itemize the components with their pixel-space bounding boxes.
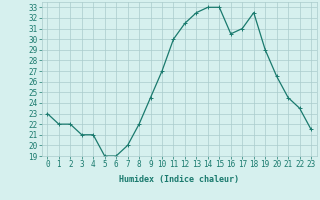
- X-axis label: Humidex (Indice chaleur): Humidex (Indice chaleur): [119, 175, 239, 184]
